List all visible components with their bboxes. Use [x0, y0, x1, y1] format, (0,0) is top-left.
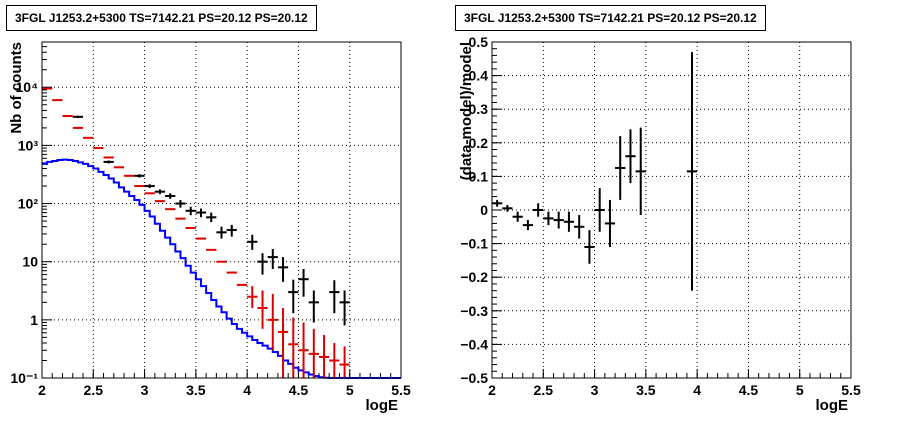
- y-tick-label: 10²: [18, 196, 39, 212]
- x-tick-label: 5: [796, 382, 804, 398]
- x-tick-label: 3: [591, 382, 599, 398]
- x-tick-label: 4.5: [289, 382, 309, 398]
- x-tick-label: 3.5: [186, 382, 206, 398]
- y-tick-label: 0.5: [469, 34, 489, 50]
- x-tick-label: 3: [141, 382, 149, 398]
- y-tick-label: −0.2: [460, 269, 488, 285]
- y-tick-label: 10⁻¹: [10, 370, 38, 386]
- y-tick-label: 10³: [18, 137, 39, 153]
- x-tick-label: 4.5: [739, 382, 759, 398]
- plot-area: [492, 42, 851, 378]
- x-tick-label: 5: [346, 382, 354, 398]
- x-tick-label: 2.5: [534, 382, 554, 398]
- x-tick-label: 2.5: [84, 382, 104, 398]
- x-axis-title: logE: [366, 397, 399, 414]
- x-tick-label: 3.5: [636, 382, 656, 398]
- plot-frame: [41, 41, 402, 379]
- y-tick-label: 0.2: [469, 135, 489, 151]
- x-tick-label: 5.5: [391, 382, 411, 398]
- x-tick-label: 4: [693, 382, 701, 398]
- x-axis-title: logE: [816, 397, 849, 414]
- y-axis-title: (data-model)/model: [458, 42, 475, 180]
- y-tick-label: 0.4: [469, 68, 489, 84]
- y-tick-label: 10: [22, 254, 38, 270]
- y-tick-label: 0: [480, 202, 488, 218]
- y-tick-label: 0.1: [469, 168, 489, 184]
- plot-area: [42, 42, 401, 378]
- y-tick-label: −0.5: [460, 370, 488, 386]
- x-tick-label: 4: [243, 382, 251, 398]
- y-tick-label: 1: [30, 312, 38, 328]
- y-axis-title: Nb of counts: [8, 42, 25, 134]
- x-tick-label: 2: [488, 382, 496, 398]
- y-tick-label: −0.3: [460, 303, 488, 319]
- plot-frame: [491, 41, 852, 379]
- residuals-panel: 2 2.5 3 3.5 4 4.5 5 5.5 −0.5 −0.4 −0.3 −0.2 −0.1 0 0.1…: [458, 34, 861, 414]
- counts-plot-title: 3FGL J1253.2+5300 TS=7142.21 PS=20.12 PS…: [6, 5, 317, 31]
- residuals-plot-title: 3FGL J1253.2+5300 TS=7142.21 PS=20.12 PS…: [455, 5, 766, 31]
- y-tick-label: 10⁴: [16, 79, 39, 95]
- counts-panel: 2 2.5 3 3.5 4 4.5 5 5.5 10⁻¹ 1 10 10² 10³ 10⁴ logE Nb o…: [8, 41, 411, 414]
- y-tick-label: 0.3: [469, 101, 489, 117]
- x-tick-label: 5.5: [841, 382, 861, 398]
- x-tick-label: 2: [38, 382, 46, 398]
- y-tick-label: −0.4: [460, 336, 488, 352]
- y-tick-label: −0.1: [460, 236, 488, 252]
